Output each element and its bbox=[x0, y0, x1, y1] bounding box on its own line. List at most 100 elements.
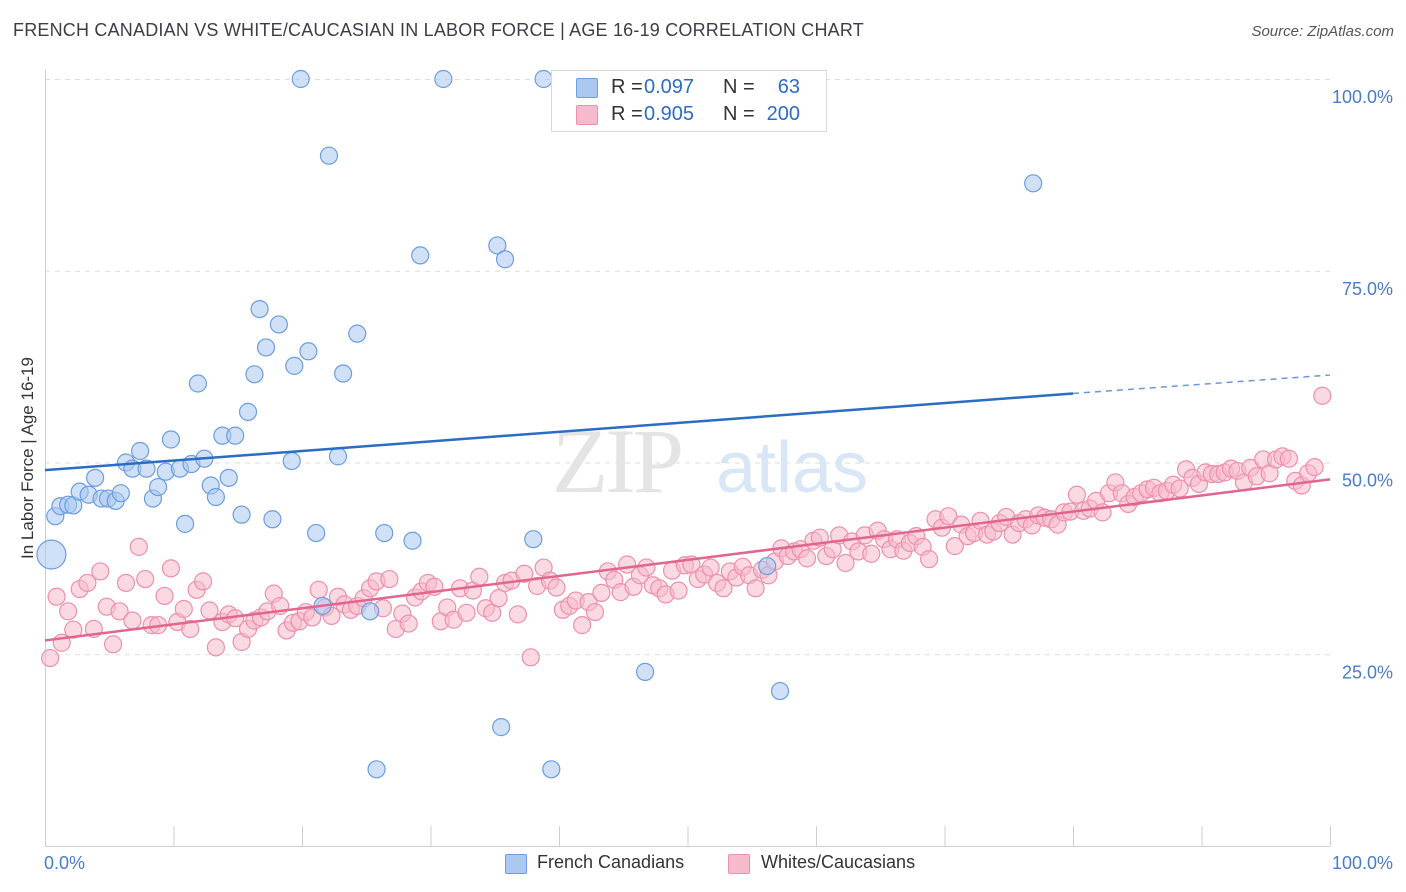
series-french-canadians bbox=[36, 69, 1043, 779]
n-value: 200 bbox=[766, 103, 800, 125]
watermark: ZIP atlas bbox=[552, 410, 868, 512]
y-axis-label: In Labor Force | Age 16-19 bbox=[18, 357, 37, 559]
data-point-whites-caucasians bbox=[592, 583, 611, 602]
data-point-french-canadians bbox=[206, 487, 226, 507]
data-point-french-canadians bbox=[250, 300, 269, 319]
data-point-whites-caucasians bbox=[136, 569, 155, 589]
data-point-whites-caucasians bbox=[457, 603, 476, 622]
data-point-french-canadians bbox=[492, 718, 511, 737]
data-point-whites-caucasians bbox=[123, 611, 142, 630]
chart-title: FRENCH CANADIAN VS WHITE/CAUCASIAN IN LA… bbox=[13, 20, 864, 40]
data-point-french-canadians bbox=[403, 531, 422, 550]
data-point-french-canadians bbox=[635, 662, 655, 681]
data-point-french-canadians bbox=[263, 510, 282, 529]
data-point-whites-caucasians bbox=[193, 572, 213, 591]
r-value: 0.097 bbox=[644, 76, 695, 98]
data-point-french-canadians bbox=[307, 523, 326, 543]
legend-swatch-blue bbox=[505, 854, 527, 874]
y-tick-label: 50.0% bbox=[1342, 471, 1393, 491]
data-point-french-canadians bbox=[137, 459, 156, 478]
data-point-whites-caucasians bbox=[78, 573, 97, 593]
data-point-french-canadians bbox=[758, 556, 777, 576]
data-point-whites-caucasians bbox=[669, 581, 688, 600]
data-point-french-canadians bbox=[188, 374, 208, 393]
data-point-whites-caucasians bbox=[585, 602, 605, 622]
data-point-whites-caucasians bbox=[919, 550, 939, 569]
data-point-french-canadians bbox=[130, 441, 150, 461]
trend-line-french-canadians bbox=[44, 392, 1074, 472]
x-tick-label: 100.0% bbox=[1332, 853, 1393, 873]
data-point-whites-caucasians bbox=[309, 580, 328, 599]
data-point-whites-caucasians bbox=[521, 648, 540, 667]
legend-swatch-pink bbox=[728, 854, 750, 874]
data-point-french-canadians bbox=[291, 69, 310, 89]
data-point-whites-caucasians bbox=[836, 553, 855, 573]
data-point-whites-caucasians bbox=[129, 537, 148, 556]
data-point-whites-caucasians bbox=[1067, 485, 1086, 504]
legend-label: Whites/Caucasians bbox=[761, 852, 916, 872]
data-point-whites-caucasians bbox=[508, 605, 527, 624]
data-point-french-canadians bbox=[334, 364, 353, 383]
data-point-whites-caucasians bbox=[1305, 458, 1324, 477]
data-point-whites-caucasians bbox=[797, 549, 817, 568]
y-tick-label: 100.0% bbox=[1332, 87, 1393, 107]
data-point-french-canadians bbox=[524, 530, 543, 549]
data-point-french-canadians bbox=[348, 324, 367, 343]
data-point-whites-caucasians bbox=[1313, 386, 1332, 405]
legend-label: French Canadians bbox=[537, 852, 685, 872]
y-tick-label: 25.0% bbox=[1342, 662, 1393, 682]
data-point-whites-caucasians bbox=[206, 638, 226, 657]
chart-source: Source: ZipAtlas.com bbox=[1251, 23, 1394, 40]
swatch-pink bbox=[576, 105, 598, 125]
data-point-whites-caucasians bbox=[470, 567, 489, 586]
data-point-french-canadians bbox=[219, 468, 238, 487]
data-point-french-canadians bbox=[319, 146, 339, 165]
stats-row-whites-caucasians: R = 0.905 N = 200 bbox=[552, 101, 826, 128]
data-point-french-canadians bbox=[542, 760, 561, 779]
data-point-french-canadians bbox=[256, 338, 276, 357]
data-point-whites-caucasians bbox=[110, 602, 129, 621]
data-point-whites-caucasians bbox=[489, 589, 508, 608]
data-point-french-canadians bbox=[148, 477, 168, 497]
data-point-whites-caucasians bbox=[59, 602, 78, 621]
n-label: N = bbox=[723, 103, 755, 125]
data-point-french-canadians bbox=[232, 505, 251, 524]
data-point-french-canadians bbox=[285, 356, 304, 375]
data-point-whites-caucasians bbox=[116, 573, 136, 593]
trend-line-french-canadians-extension bbox=[1072, 374, 1331, 395]
trend-line-whites-caucasians bbox=[44, 478, 1331, 642]
data-point-french-canadians bbox=[495, 250, 515, 269]
data-point-whites-caucasians bbox=[41, 648, 60, 668]
data-point-french-canadians bbox=[245, 365, 264, 384]
data-point-french-canadians bbox=[328, 447, 348, 466]
data-point-whites-caucasians bbox=[380, 569, 399, 589]
data-point-french-canadians bbox=[361, 602, 380, 621]
data-point-whites-caucasians bbox=[155, 586, 174, 606]
watermark-atlas: atlas bbox=[716, 428, 868, 508]
data-point-french-canadians bbox=[86, 468, 105, 487]
data-point-whites-caucasians bbox=[862, 544, 881, 563]
data-point-whites-caucasians bbox=[303, 608, 322, 627]
data-point-french-canadians bbox=[534, 69, 553, 89]
data-point-whites-caucasians bbox=[547, 578, 566, 597]
data-point-whites-caucasians bbox=[515, 564, 534, 583]
r-label: R = bbox=[611, 76, 643, 98]
data-point-whites-caucasians bbox=[1279, 449, 1298, 468]
grid-layer: 25.0% 50.0% 75.0% 100.0% bbox=[45, 79, 1393, 682]
data-point-whites-caucasians bbox=[64, 620, 83, 639]
data-point-french-canadians bbox=[411, 246, 430, 265]
data-point-whites-caucasians bbox=[746, 579, 765, 598]
axis-layer: 0.0% 100.0% bbox=[44, 70, 1393, 873]
data-point-french-canadians bbox=[161, 430, 181, 449]
data-point-whites-caucasians bbox=[637, 558, 656, 577]
stats-row-french-canadians: R = 0.097 N = 63 bbox=[552, 74, 826, 101]
data-point-french-canadians bbox=[770, 681, 790, 701]
data-point-french-canadians bbox=[375, 523, 394, 543]
stats-legend: R = 0.097 N = 63 R = 0.905 N = 200 bbox=[551, 70, 827, 132]
data-point-french-canadians bbox=[367, 760, 386, 779]
data-point-whites-caucasians bbox=[939, 507, 958, 526]
r-value: 0.905 bbox=[644, 103, 695, 125]
data-point-french-canadians bbox=[36, 539, 67, 570]
data-point-french-canadians bbox=[299, 342, 318, 361]
